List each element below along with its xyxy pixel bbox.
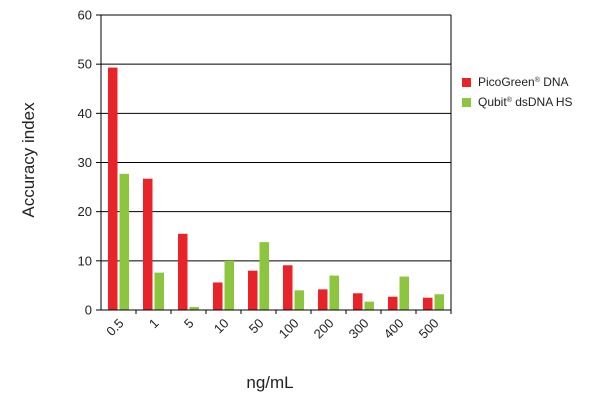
bar-picogreen bbox=[248, 270, 258, 310]
bar-qubit bbox=[119, 173, 129, 310]
legend-item-qubit: Qubit® dsDNA HS bbox=[462, 92, 573, 112]
bar-qubit bbox=[294, 290, 304, 310]
bar-picogreen bbox=[353, 293, 363, 310]
bar-qubit bbox=[259, 242, 269, 310]
x-tick-label: 5 bbox=[181, 316, 197, 332]
bar-qubit bbox=[189, 307, 199, 310]
bar-picogreen bbox=[388, 296, 398, 310]
bar-picogreen bbox=[143, 178, 153, 310]
y-tick-label: 0 bbox=[85, 303, 92, 318]
bar-qubit bbox=[399, 276, 409, 310]
legend-label-qubit: Qubit® dsDNA HS bbox=[478, 95, 573, 109]
bar-picogreen bbox=[423, 297, 433, 310]
x-tick-label: 200 bbox=[311, 316, 337, 342]
x-tick-label: 100 bbox=[276, 316, 302, 342]
x-tick-label: 10 bbox=[211, 316, 232, 337]
bar-qubit bbox=[364, 301, 374, 310]
x-tick-label: 1 bbox=[146, 316, 162, 332]
legend: PicoGreen® DNA Qubit® dsDNA HS bbox=[462, 72, 573, 112]
x-tick-label: 0.5 bbox=[103, 316, 126, 339]
x-axis-label: ng/mL bbox=[246, 373, 293, 392]
x-tick-label: 50 bbox=[246, 316, 267, 337]
bar-picogreen bbox=[318, 289, 328, 310]
y-tick-label: 10 bbox=[78, 253, 92, 268]
legend-swatch-picogreen bbox=[462, 77, 471, 87]
y-axis-label: Accuracy index bbox=[19, 102, 38, 218]
legend-label-picogreen: PicoGreen® DNA bbox=[478, 75, 569, 89]
x-tick-label: 300 bbox=[346, 316, 372, 342]
y-tick-label: 50 bbox=[78, 57, 92, 72]
bar-qubit bbox=[329, 275, 339, 310]
x-tick-label: 400 bbox=[381, 316, 407, 342]
bar-qubit bbox=[154, 272, 164, 310]
bar-picogreen bbox=[108, 67, 118, 310]
x-tick-label: 500 bbox=[416, 316, 442, 342]
bar-picogreen bbox=[283, 265, 293, 310]
bar-qubit bbox=[224, 260, 234, 310]
y-tick-label: 40 bbox=[78, 106, 92, 121]
y-tick-label: 30 bbox=[78, 155, 92, 170]
y-tick-label: 20 bbox=[78, 204, 92, 219]
y-tick-label: 60 bbox=[78, 8, 92, 23]
bar-picogreen bbox=[213, 282, 223, 310]
bar-qubit bbox=[434, 294, 444, 310]
bar-picogreen bbox=[178, 233, 188, 310]
legend-item-picogreen: PicoGreen® DNA bbox=[462, 72, 573, 92]
legend-swatch-qubit bbox=[462, 97, 471, 107]
